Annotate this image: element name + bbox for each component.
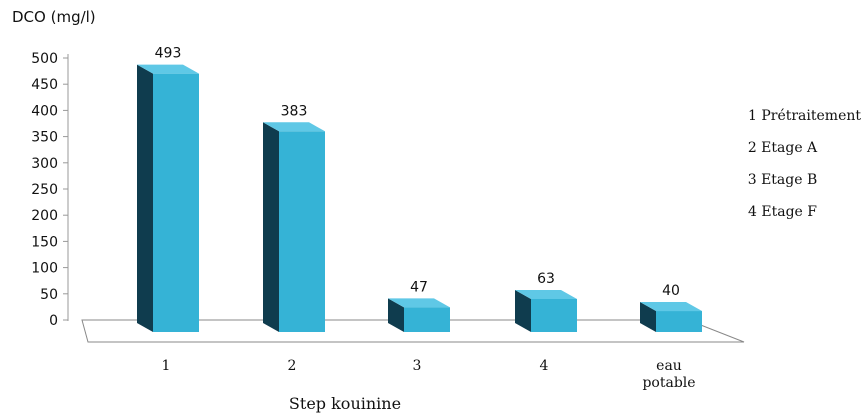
y-tick-label: 100 [31,261,58,277]
x-tick-label: potable [642,375,695,391]
y-tick-label: 50 [40,287,58,303]
legend-item-3: 3 Etage B [747,172,818,188]
legend-item-1: 1 Prétraitement [747,108,861,124]
legend-item-4: 4 Etage F [748,204,817,220]
legend: 1 Prétraitement 2 Etage A 3 Etage B 4 Et… [700,108,865,236]
x-tick-label: 2 [288,358,297,374]
bar-top-face [263,122,325,132]
y-tick-label: 450 [31,77,58,93]
x-tick-label: 3 [413,358,422,374]
data-label: 63 [537,271,555,287]
bar-side-face [263,122,279,332]
bar-top-face [137,64,199,74]
y-tick-label: 350 [31,130,58,146]
bar-side-face [388,298,404,332]
y-tick-label: 150 [31,234,58,250]
y-tick-label: 500 [31,51,58,67]
legend-item-2: 2 Etage A [747,140,818,156]
bar-top-face [388,298,450,308]
bar-side-face [640,302,656,332]
bar [531,298,577,332]
bar [404,307,450,332]
data-label: 40 [662,283,680,299]
y-tick-label: 400 [31,103,58,119]
y-tick-label: 0 [49,313,58,329]
y-tick-label: 250 [31,182,58,198]
bar-side-face [137,64,153,332]
x-tick-label: 1 [162,358,171,374]
bar [279,131,325,332]
bar [153,73,199,332]
data-label: 493 [155,46,182,62]
x-tick-label: eau [656,358,682,374]
y-tick-label: 200 [31,208,58,224]
bar-top-face [640,302,702,312]
y-axis-title: DCO (mg/l) [12,8,96,26]
y-tick-label: 300 [31,156,58,172]
bar-top-face [515,289,577,299]
x-axis-title: Step kouinine [288,394,402,413]
data-label: 383 [281,103,308,119]
bar [656,311,702,332]
data-label: 47 [410,279,428,295]
bar-side-face [515,289,531,332]
x-tick-label: 4 [540,358,549,374]
